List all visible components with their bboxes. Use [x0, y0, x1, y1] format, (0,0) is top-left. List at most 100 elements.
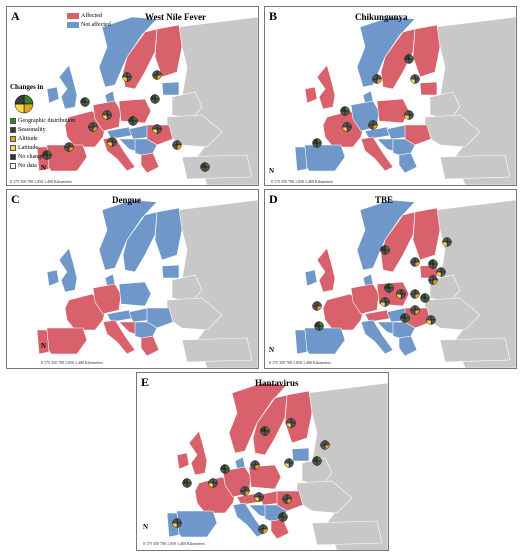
panel-letter: D [269, 192, 278, 206]
change-marker-pie [404, 110, 414, 120]
scale-bar: 0 175 350 700 1,050 1,400 Kilometers [10, 179, 72, 184]
country-fi [154, 207, 183, 261]
country-ee [419, 81, 438, 96]
country-balkan [134, 321, 158, 339]
country-no [98, 16, 158, 88]
country-ie [46, 86, 60, 104]
legend-label: Seasonality [18, 127, 46, 133]
country-uk [58, 247, 78, 293]
change-marker-pie [80, 97, 90, 107]
change-marker-pie [312, 301, 322, 311]
change-marker-pie [410, 74, 420, 84]
country-by [429, 274, 461, 303]
change-marker-pie [410, 257, 420, 267]
country-uk [58, 64, 78, 110]
pie-legend-icon [14, 94, 34, 114]
change-marker-pie [122, 72, 132, 82]
country-ee [161, 264, 180, 279]
change-marker-pie [312, 138, 322, 148]
change-marker-pie [282, 494, 292, 504]
country-tr [439, 337, 511, 363]
north-arrow: N [269, 346, 275, 354]
change-marker-pie [428, 259, 438, 269]
change-marker-pie [410, 289, 420, 299]
country-it [360, 136, 394, 172]
panel-letter: A [11, 9, 20, 23]
change-marker-pie [172, 140, 182, 150]
affected-swatch [67, 12, 79, 19]
legend-label: Altitude [18, 136, 38, 142]
country-ie [46, 269, 60, 287]
change-marker-pie [340, 106, 350, 116]
country-pl [118, 98, 152, 124]
country-uk [316, 247, 336, 293]
country-ee [161, 81, 180, 96]
map-panel-c: C Dengue 0 175 350 700 1,050 1,400 Kilom… [6, 189, 259, 369]
country-pt [294, 146, 308, 172]
change-marker-pie [384, 283, 394, 293]
country-pl [248, 464, 282, 490]
change-marker-pie [128, 116, 138, 126]
map-panel-d: D TBE 0 175 350 700 1,050 1,400 Kilomete… [264, 189, 517, 369]
changes-legend-item: No data [10, 162, 100, 171]
legend-label: No data [18, 163, 37, 169]
country-de [92, 283, 122, 315]
scale-bar: 0 175 350 700 1,050 1,400 Kilometers [271, 179, 333, 184]
changes-legend: Changes in Geographic distribution Season… [10, 83, 100, 171]
change-marker-pie [254, 492, 264, 502]
country-pt [294, 329, 308, 355]
panel-title: West Nile Fever [145, 12, 206, 22]
country-ie [304, 86, 318, 104]
country-de [350, 283, 380, 315]
north-arrow: N [41, 342, 47, 350]
change-marker-pie [240, 486, 250, 496]
panel-letter: E [141, 375, 150, 389]
country-tr [181, 154, 253, 180]
country-tr [439, 154, 511, 180]
map-panel-b: B Chikungunya 0 175 350 700 1,050 1,400 … [264, 6, 517, 186]
not-affected-swatch [67, 21, 79, 28]
country-se [252, 394, 288, 456]
change-marker-pie [107, 137, 117, 147]
legend-dot [10, 135, 16, 142]
pie-slice [23, 103, 34, 114]
change-marker-pie [200, 162, 210, 172]
legend-dot [10, 126, 16, 133]
change-marker-pie [436, 267, 446, 277]
change-marker-pie [372, 74, 382, 84]
country-no [228, 382, 288, 454]
legend-dot [10, 117, 16, 124]
country-uk [188, 430, 208, 476]
scale-bar: 0 175 350 700 1,050 1,400 Kilometers [143, 541, 205, 546]
change-marker-pie [284, 458, 294, 468]
legend-label: Geographic distribution [18, 118, 76, 124]
changes-items: Geographic distribution Seasonality Altitu… [10, 117, 100, 171]
change-marker-pie [404, 54, 414, 64]
country-no [98, 199, 158, 271]
country-ie [176, 452, 190, 470]
change-marker-pie [182, 478, 192, 488]
panel-title: Chikungunya [355, 12, 408, 22]
legend-label: Latitude [18, 145, 38, 151]
country-by [171, 91, 203, 120]
north-arrow: N [41, 164, 47, 172]
map-panel-a: A West Nile Fever Affected Not affected … [6, 6, 259, 186]
change-marker-pie [258, 524, 268, 534]
panel-title: TBE [375, 195, 394, 205]
map-legend: Affected Not affected [67, 12, 111, 30]
north-arrow: N [143, 523, 149, 531]
country-fi [412, 207, 441, 261]
change-marker-pie [312, 456, 322, 466]
change-marker-pie [278, 512, 288, 522]
country-ee [291, 447, 310, 462]
country-no [356, 16, 416, 88]
europe-map [7, 190, 258, 368]
change-marker-pie [342, 122, 352, 132]
change-marker-pie [380, 297, 390, 307]
country-pl [376, 98, 410, 124]
country-by [429, 91, 461, 120]
legend-dot [10, 162, 16, 169]
change-marker-pie [88, 122, 98, 132]
change-marker-pie [428, 275, 438, 285]
changes-legend-item: Latitude [10, 144, 100, 153]
